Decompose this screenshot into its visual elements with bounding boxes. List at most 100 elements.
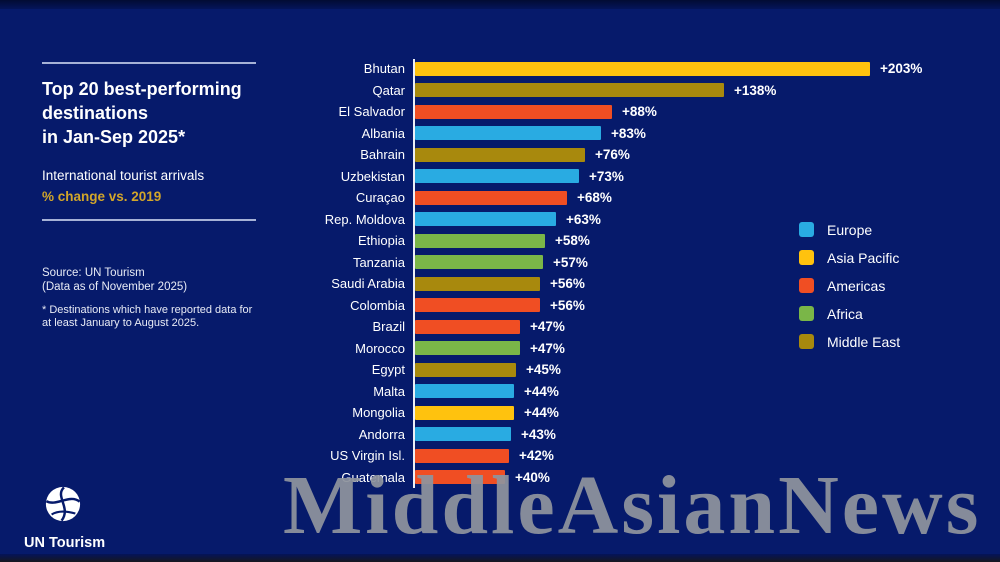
footnote-line-1: * Destinations which have reported data … <box>42 304 253 316</box>
value-label: +43% <box>521 426 556 442</box>
bar <box>415 448 509 463</box>
legend-swatch-icon <box>799 222 814 237</box>
chart-row: US Virgin Isl. +42% <box>0 445 1000 467</box>
value-label: +45% <box>526 362 561 378</box>
chart-row: Tanzania +57% <box>0 252 1000 274</box>
bar <box>415 341 520 356</box>
bar <box>415 255 543 270</box>
value-label: +88% <box>622 104 657 120</box>
value-label: +76% <box>595 147 630 163</box>
value-label: +57% <box>553 254 588 270</box>
chart-row: Egypt +45% <box>0 359 1000 381</box>
country-label: Curaçao <box>355 190 405 206</box>
country-label: Bhutan <box>363 61 405 77</box>
un-tourism-logo-text: UN Tourism <box>24 535 106 551</box>
legend-swatch-icon <box>799 278 814 293</box>
chart-row: Guatemala +40% <box>0 467 1000 489</box>
chart-subtitle: International tourist arrivals % change … <box>42 165 256 207</box>
country-label: Tanzania <box>352 254 405 270</box>
legend-label: Middle East <box>827 333 901 350</box>
legend-label: Asia Pacific <box>827 249 900 266</box>
subtitle-measure: International tourist arrivals <box>42 168 205 183</box>
un-tourism-globe-icon <box>44 485 82 528</box>
bar <box>415 405 514 420</box>
legend-label: Americas <box>827 277 886 294</box>
chart-row: Mongolia +44% <box>0 402 1000 424</box>
country-label: Andorra <box>358 426 405 442</box>
legend-item: Middle East <box>799 333 901 350</box>
country-label: Rep. Moldova <box>324 211 405 227</box>
country-label: Ethiopia <box>358 233 405 249</box>
legend-item: Asia Pacific <box>799 249 900 266</box>
chart-row: Saudi Arabia +56% <box>0 273 1000 295</box>
bar <box>415 190 567 205</box>
value-label: +73% <box>589 168 624 184</box>
country-label: Guatemala <box>341 469 405 485</box>
value-label: +58% <box>555 233 590 249</box>
top-border-band <box>0 0 1000 9</box>
legend-item: Africa <box>799 306 900 322</box>
legend-swatch-icon <box>799 250 814 265</box>
chart-legend: Europe Asia Pacific Americas Africa Middle E… <box>799 222 900 362</box>
chart-row: Brazil +47% <box>0 316 1000 338</box>
country-label: Morocco <box>355 340 405 356</box>
country-label: US Virgin Isl. <box>330 448 405 464</box>
chart-row: Andorra +43% <box>0 424 1000 446</box>
chart-row: El Salvador +88% <box>0 101 1000 123</box>
value-label: +56% <box>550 297 585 313</box>
legend-swatch-icon <box>799 306 814 321</box>
value-label: +56% <box>550 276 585 292</box>
value-label: +203% <box>880 61 923 77</box>
panel-divider-top <box>42 62 256 64</box>
country-label: Saudi Arabia <box>331 276 405 292</box>
info-panel: Top 20 best-performing destinations in J… <box>42 62 256 330</box>
page-title-line-3: in Jan-Sep 2025* <box>42 127 186 147</box>
country-label: El Salvador <box>338 104 405 120</box>
footnote-line-2: at least January to August 2025. <box>42 317 200 329</box>
panel-divider-bottom <box>42 219 256 221</box>
bar <box>415 362 516 377</box>
country-label: Mongolia <box>352 405 405 421</box>
page-title: Top 20 best-performing destinations in J… <box>42 77 256 149</box>
legend-item: Americas <box>799 277 900 294</box>
chart-row: Morocco +47% <box>0 338 1000 360</box>
bar <box>415 233 545 248</box>
value-label: +68% <box>577 190 612 206</box>
chart-row: Ethiopia +58% <box>0 230 1000 252</box>
chart-rows: Bhutan +203% Qatar +138% El Salvador +88% Alba… <box>0 58 1000 488</box>
bar <box>415 61 870 76</box>
chart-row: Bahrain +76% <box>0 144 1000 166</box>
value-label: +40% <box>515 469 550 485</box>
chart-row: Curaçao +68% <box>0 187 1000 209</box>
value-label: +138% <box>734 82 777 98</box>
page-title-line-1: Top 20 best-performing <box>42 79 242 99</box>
bar <box>415 169 579 184</box>
page-title-line-2: destinations <box>42 103 149 123</box>
watermark-text: MiddleAsianNews <box>283 459 982 552</box>
legend-swatch-icon <box>799 334 814 349</box>
country-label: Albania <box>361 125 405 141</box>
bar <box>415 126 601 141</box>
value-label: +47% <box>530 319 565 335</box>
source-line-2: (Data as of November 2025) <box>42 281 188 293</box>
chart-row: Rep. Moldova +63% <box>0 209 1000 231</box>
bar <box>415 147 585 162</box>
country-label: Egypt <box>371 362 405 378</box>
country-label: Uzbekistan <box>340 168 405 184</box>
bottom-border-band <box>0 554 1000 562</box>
legend-label: Europe <box>827 221 873 238</box>
bar <box>415 276 540 291</box>
country-label: Bahrain <box>360 147 405 163</box>
legend-item: Europe <box>799 221 900 238</box>
bar <box>415 83 724 98</box>
bar <box>415 384 514 399</box>
subtitle-metric: % change vs. 2019 <box>42 189 162 204</box>
source-line-1: Source: UN Tourism <box>42 267 145 279</box>
country-label: Malta <box>373 383 405 399</box>
bar <box>415 212 556 227</box>
value-label: +63% <box>566 211 601 227</box>
value-label: +44% <box>524 383 559 399</box>
chart-row: Qatar +138% <box>0 80 1000 102</box>
value-label: +47% <box>530 340 565 356</box>
bar <box>415 470 505 485</box>
